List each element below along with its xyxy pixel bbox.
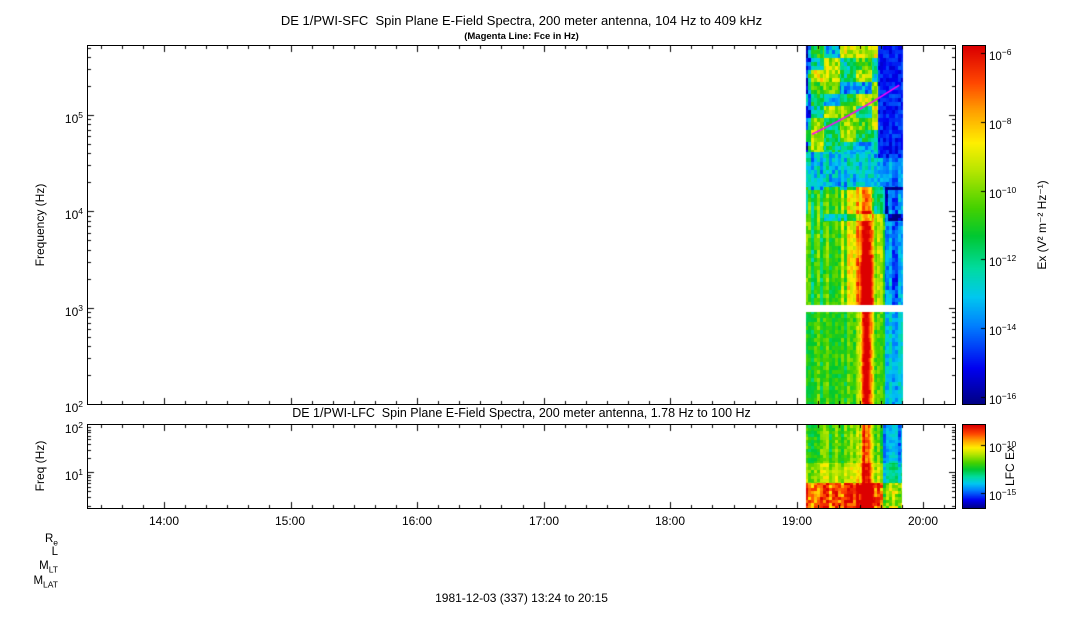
lfc-spectrogram-canvas: [88, 425, 955, 508]
lfc-cbar-tick-1e-15: 10−15: [989, 487, 1017, 503]
orbit-label-l: L: [51, 546, 58, 558]
lfc-colorbar-frame: [962, 424, 986, 509]
lfc-colorbar-label: LFC Ex: [1003, 445, 1017, 487]
sfc-cbar-tick-1e-8: 10−8: [989, 116, 1012, 132]
sfc-cbar-tick-1e-12: 10−12: [989, 253, 1017, 269]
x-tick-1400: 14:00: [148, 514, 180, 528]
orbit-label-mlt: MLT: [39, 560, 58, 575]
orbit-label-mlat: MLAT: [33, 575, 58, 590]
lfc-cbar-tick-1e-10: 10−10: [989, 439, 1017, 455]
sfc-plot-frame: [87, 45, 956, 405]
lfc-plot-frame: [87, 424, 956, 509]
sfc-y-tick-1e2: 102: [64, 399, 83, 415]
sfc-cbar-tick-1e-10: 10−10: [989, 185, 1017, 201]
orbit-label-re: Re: [44, 533, 58, 548]
x-tick-1600: 16:00: [401, 514, 433, 528]
sfc-cbar-tick-1e-16: 10−16: [989, 391, 1017, 407]
sfc-colorbar-frame: [962, 45, 986, 405]
sfc-colorbar-canvas: [963, 46, 985, 404]
sfc-cbar-tick-1e-14: 10−14: [989, 322, 1017, 338]
sfc-title: DE 1/PWI-SFC Spin Plane E-Field Spectra,…: [280, 13, 763, 28]
x-tick-1900: 19:00: [781, 514, 813, 528]
x-tick-1800: 18:00: [654, 514, 686, 528]
footer-date: 1981-12-03 (337) 13:24 to 20:15: [435, 591, 608, 605]
lfc-y-tick-1e1: 101: [64, 467, 83, 483]
sfc-y-axis-label: Frequency (Hz): [33, 183, 47, 267]
x-tick-1700: 17:00: [528, 514, 560, 528]
sfc-y-tick-1e5: 105: [64, 110, 83, 126]
sfc-colorbar-label: Ex (V² m⁻² Hz⁻¹): [1035, 180, 1049, 270]
lfc-y-tick-1e2: 102: [64, 420, 83, 436]
lfc-title: DE 1/PWI-LFC Spin Plane E-Field Spectra,…: [292, 406, 751, 420]
sfc-y-tick-1e4: 104: [64, 206, 83, 222]
x-tick-2000: 20:00: [907, 514, 939, 528]
sfc-y-tick-1e3: 103: [64, 303, 83, 319]
sfc-cbar-tick-1e-6: 10−6: [989, 47, 1012, 63]
lfc-colorbar-canvas: [963, 425, 985, 508]
x-tick-1500: 15:00: [274, 514, 306, 528]
sfc-spectrogram-canvas: [88, 46, 955, 404]
magenta-line-note: (Magenta Line: Fce in Hz): [464, 31, 579, 42]
